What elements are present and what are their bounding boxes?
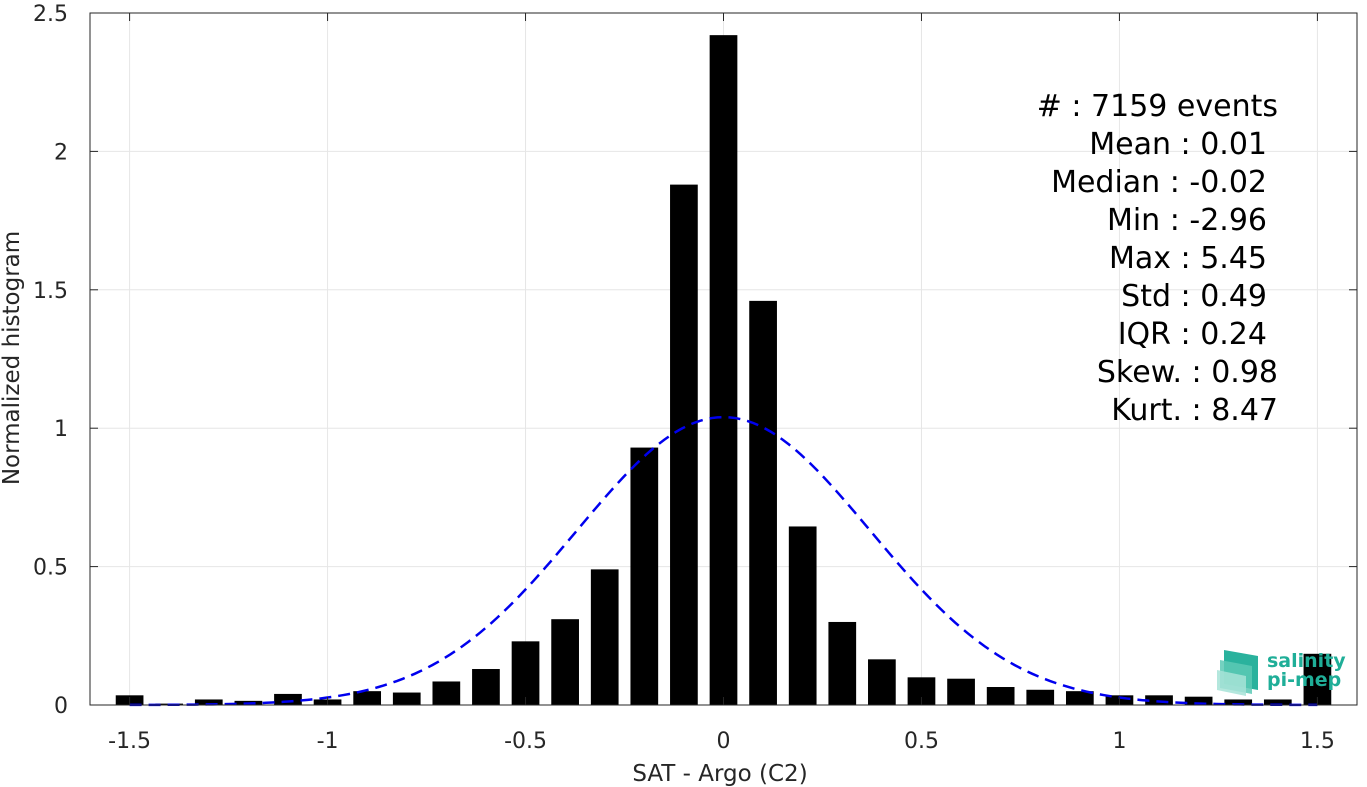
y-tick-label: 2.5 (33, 2, 68, 27)
histogram-bar (828, 621, 857, 705)
histogram-bar (1145, 695, 1173, 705)
histogram-bar (986, 687, 1015, 705)
stat-count: # : 7159 events (1037, 89, 1278, 124)
histogram-bar (194, 699, 223, 705)
y-tick-label: 1 (54, 417, 68, 442)
logo-wave-icon (1217, 650, 1258, 696)
x-axis-ticks: -1.5 -1 -0.5 0 0.5 1 1.5 (108, 13, 1335, 754)
histogram-bar (1184, 696, 1213, 705)
histogram-bar (472, 669, 500, 705)
histogram-bar (1263, 699, 1292, 705)
histogram-bar (432, 681, 461, 705)
histogram-bar (630, 447, 659, 705)
salinity-pimep-logo: salinity pi-mep (1217, 650, 1346, 696)
histogram-bar (709, 35, 738, 706)
x-axis-label: SAT - Argo (C2) (632, 761, 807, 787)
x-tick-label: 0 (717, 729, 731, 754)
stat-skew: Skew. : 0.98 (1097, 355, 1278, 390)
y-tick-label: 0.5 (33, 556, 68, 581)
histogram-bar (670, 184, 698, 706)
histogram-bar (590, 569, 619, 705)
x-tick-label: -1.5 (108, 729, 151, 754)
y-axis-label: Normalized histogram (0, 231, 25, 485)
y-tick-label: 1.5 (33, 279, 68, 304)
x-tick-label: 1 (1112, 729, 1126, 754)
stat-median: Median : -0.02 (1051, 165, 1267, 200)
histogram-bar (788, 526, 817, 705)
stat-kurt: Kurt. : 8.47 (1111, 393, 1278, 428)
histogram-bar (1224, 699, 1253, 705)
y-tick-label: 0 (54, 694, 68, 719)
statistics-annotation: # : 7159 events Mean : 0.01 Median : -0.… (1037, 89, 1278, 428)
histogram-bar (1026, 689, 1055, 705)
histogram-bar (274, 693, 302, 705)
histogram-bar (1303, 653, 1332, 705)
x-tick-label: 0.5 (904, 729, 939, 754)
stat-mean: Mean : 0.01 (1089, 127, 1267, 162)
y-tick-label: 2 (54, 140, 68, 165)
x-tick-label: 1.5 (1300, 729, 1335, 754)
logo-line-2: pi-mep (1267, 669, 1341, 691)
histogram-bar (511, 641, 540, 705)
stat-iqr: IQR : 0.24 (1118, 317, 1267, 352)
histogram-bar (868, 659, 896, 705)
logo-line-1: salinity (1267, 650, 1346, 672)
histogram-bar (749, 300, 777, 705)
histogram-bar (392, 692, 421, 705)
histogram-bar (353, 691, 382, 705)
x-tick-label: -0.5 (504, 729, 547, 754)
histogram-bar (1065, 691, 1094, 705)
x-tick-label: -1 (317, 729, 339, 754)
histogram-bar (551, 619, 579, 705)
stat-min: Min : -2.96 (1107, 203, 1267, 238)
histogram-bars (115, 35, 1332, 706)
stat-std: Std : 0.49 (1121, 279, 1267, 314)
y-axis-ticks: 0 0.5 1 1.5 2 2.5 (33, 2, 1357, 719)
histogram-bar (947, 678, 975, 705)
stat-max: Max : 5.45 (1109, 241, 1267, 276)
